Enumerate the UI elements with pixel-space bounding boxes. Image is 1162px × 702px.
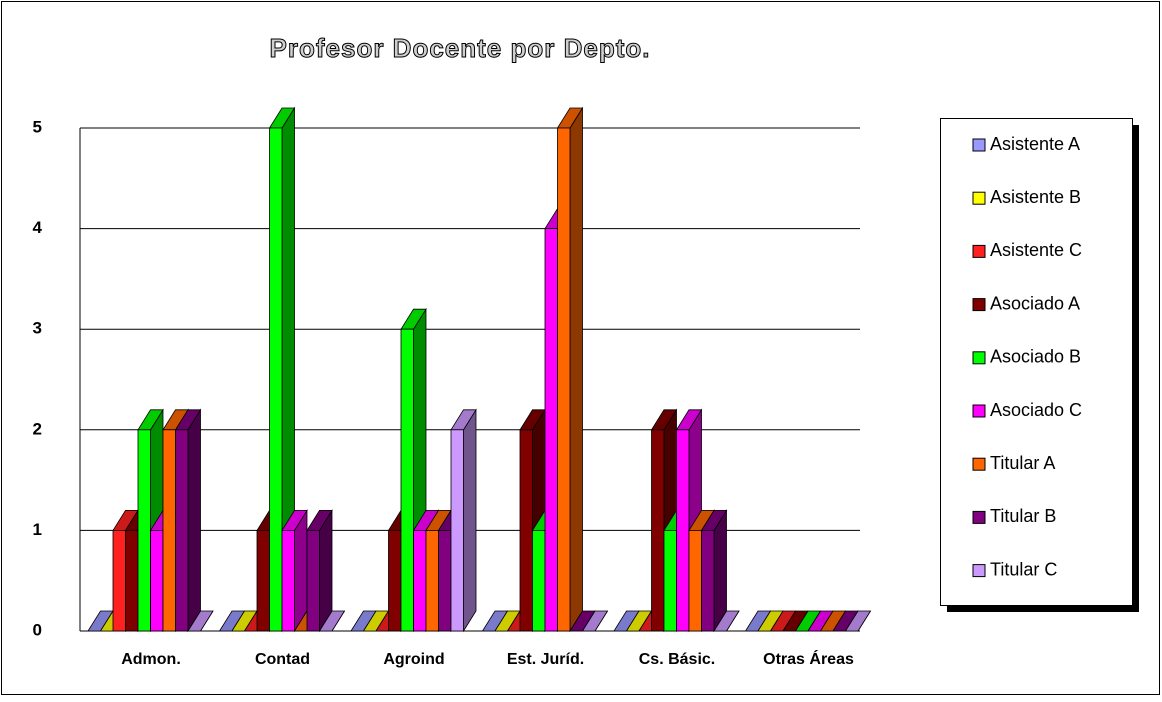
legend-swatch [972,510,986,524]
legend-label: Asociado C [990,400,1082,420]
legend-label: Titular A [990,453,1055,473]
y-tick-label: 4 [33,218,43,237]
legend-label: Asistente C [990,240,1082,260]
bar [532,530,546,632]
bar [306,530,320,632]
bar-side [569,106,583,633]
legend-swatch [972,457,986,471]
bar [688,530,702,632]
bar [269,127,283,632]
legend-label: Asistente B [990,187,1081,207]
legend-swatch [972,138,986,152]
bar-top [318,610,346,632]
legend-label: Asociado B [990,347,1081,367]
bar [413,530,427,632]
y-tick-label: 0 [33,620,42,639]
bar-side [713,509,727,633]
bar [425,530,439,632]
legend-swatch [972,191,986,205]
bar [519,429,533,632]
bar [400,328,414,632]
bar [281,530,295,632]
y-tick-label: 2 [33,419,42,438]
legend-swatch [972,351,986,365]
x-tick-label: Cs. Básic. [639,651,715,668]
chart-title: Profesor Docente por Depto. [270,33,651,63]
x-tick-label: Agroind [383,651,444,668]
bar [256,530,270,632]
bar-top [713,610,740,632]
legend-label: Titular C [990,559,1057,579]
bar [438,530,452,632]
bar-top [844,610,872,632]
y-tick-label: 1 [33,520,42,539]
bar [162,429,176,632]
x-tick-label: Otras Áreas [763,649,854,668]
bar [544,228,558,632]
bar [663,530,677,632]
x-tick-label: Contad [255,651,310,668]
bar [651,429,665,632]
legend-swatch [972,298,986,312]
bar-side [294,509,308,633]
bar [112,530,126,632]
bar-side [187,408,201,633]
legend-label: Titular B [990,506,1056,526]
legend-swatch [972,244,986,258]
legend-swatch [972,404,986,418]
bar [450,429,464,632]
bar [676,429,690,632]
x-tick-label: Admon. [121,651,181,668]
bar-side [463,408,477,633]
bar [150,530,164,632]
legend-label: Asistente A [990,134,1080,154]
bar [557,127,571,632]
bar-top [581,610,609,632]
y-tick-label: 3 [33,319,42,338]
bar [137,429,151,632]
y-tick-label: 5 [33,117,42,136]
legend-swatch [972,564,986,578]
x-tick-label: Est. Juríd. [507,651,584,668]
bar-side [319,509,333,633]
bar-top [187,610,214,632]
bar [175,429,189,632]
bar [388,530,402,632]
legend-label: Asociado A [990,293,1080,313]
bar [701,530,715,632]
bar [125,530,139,632]
